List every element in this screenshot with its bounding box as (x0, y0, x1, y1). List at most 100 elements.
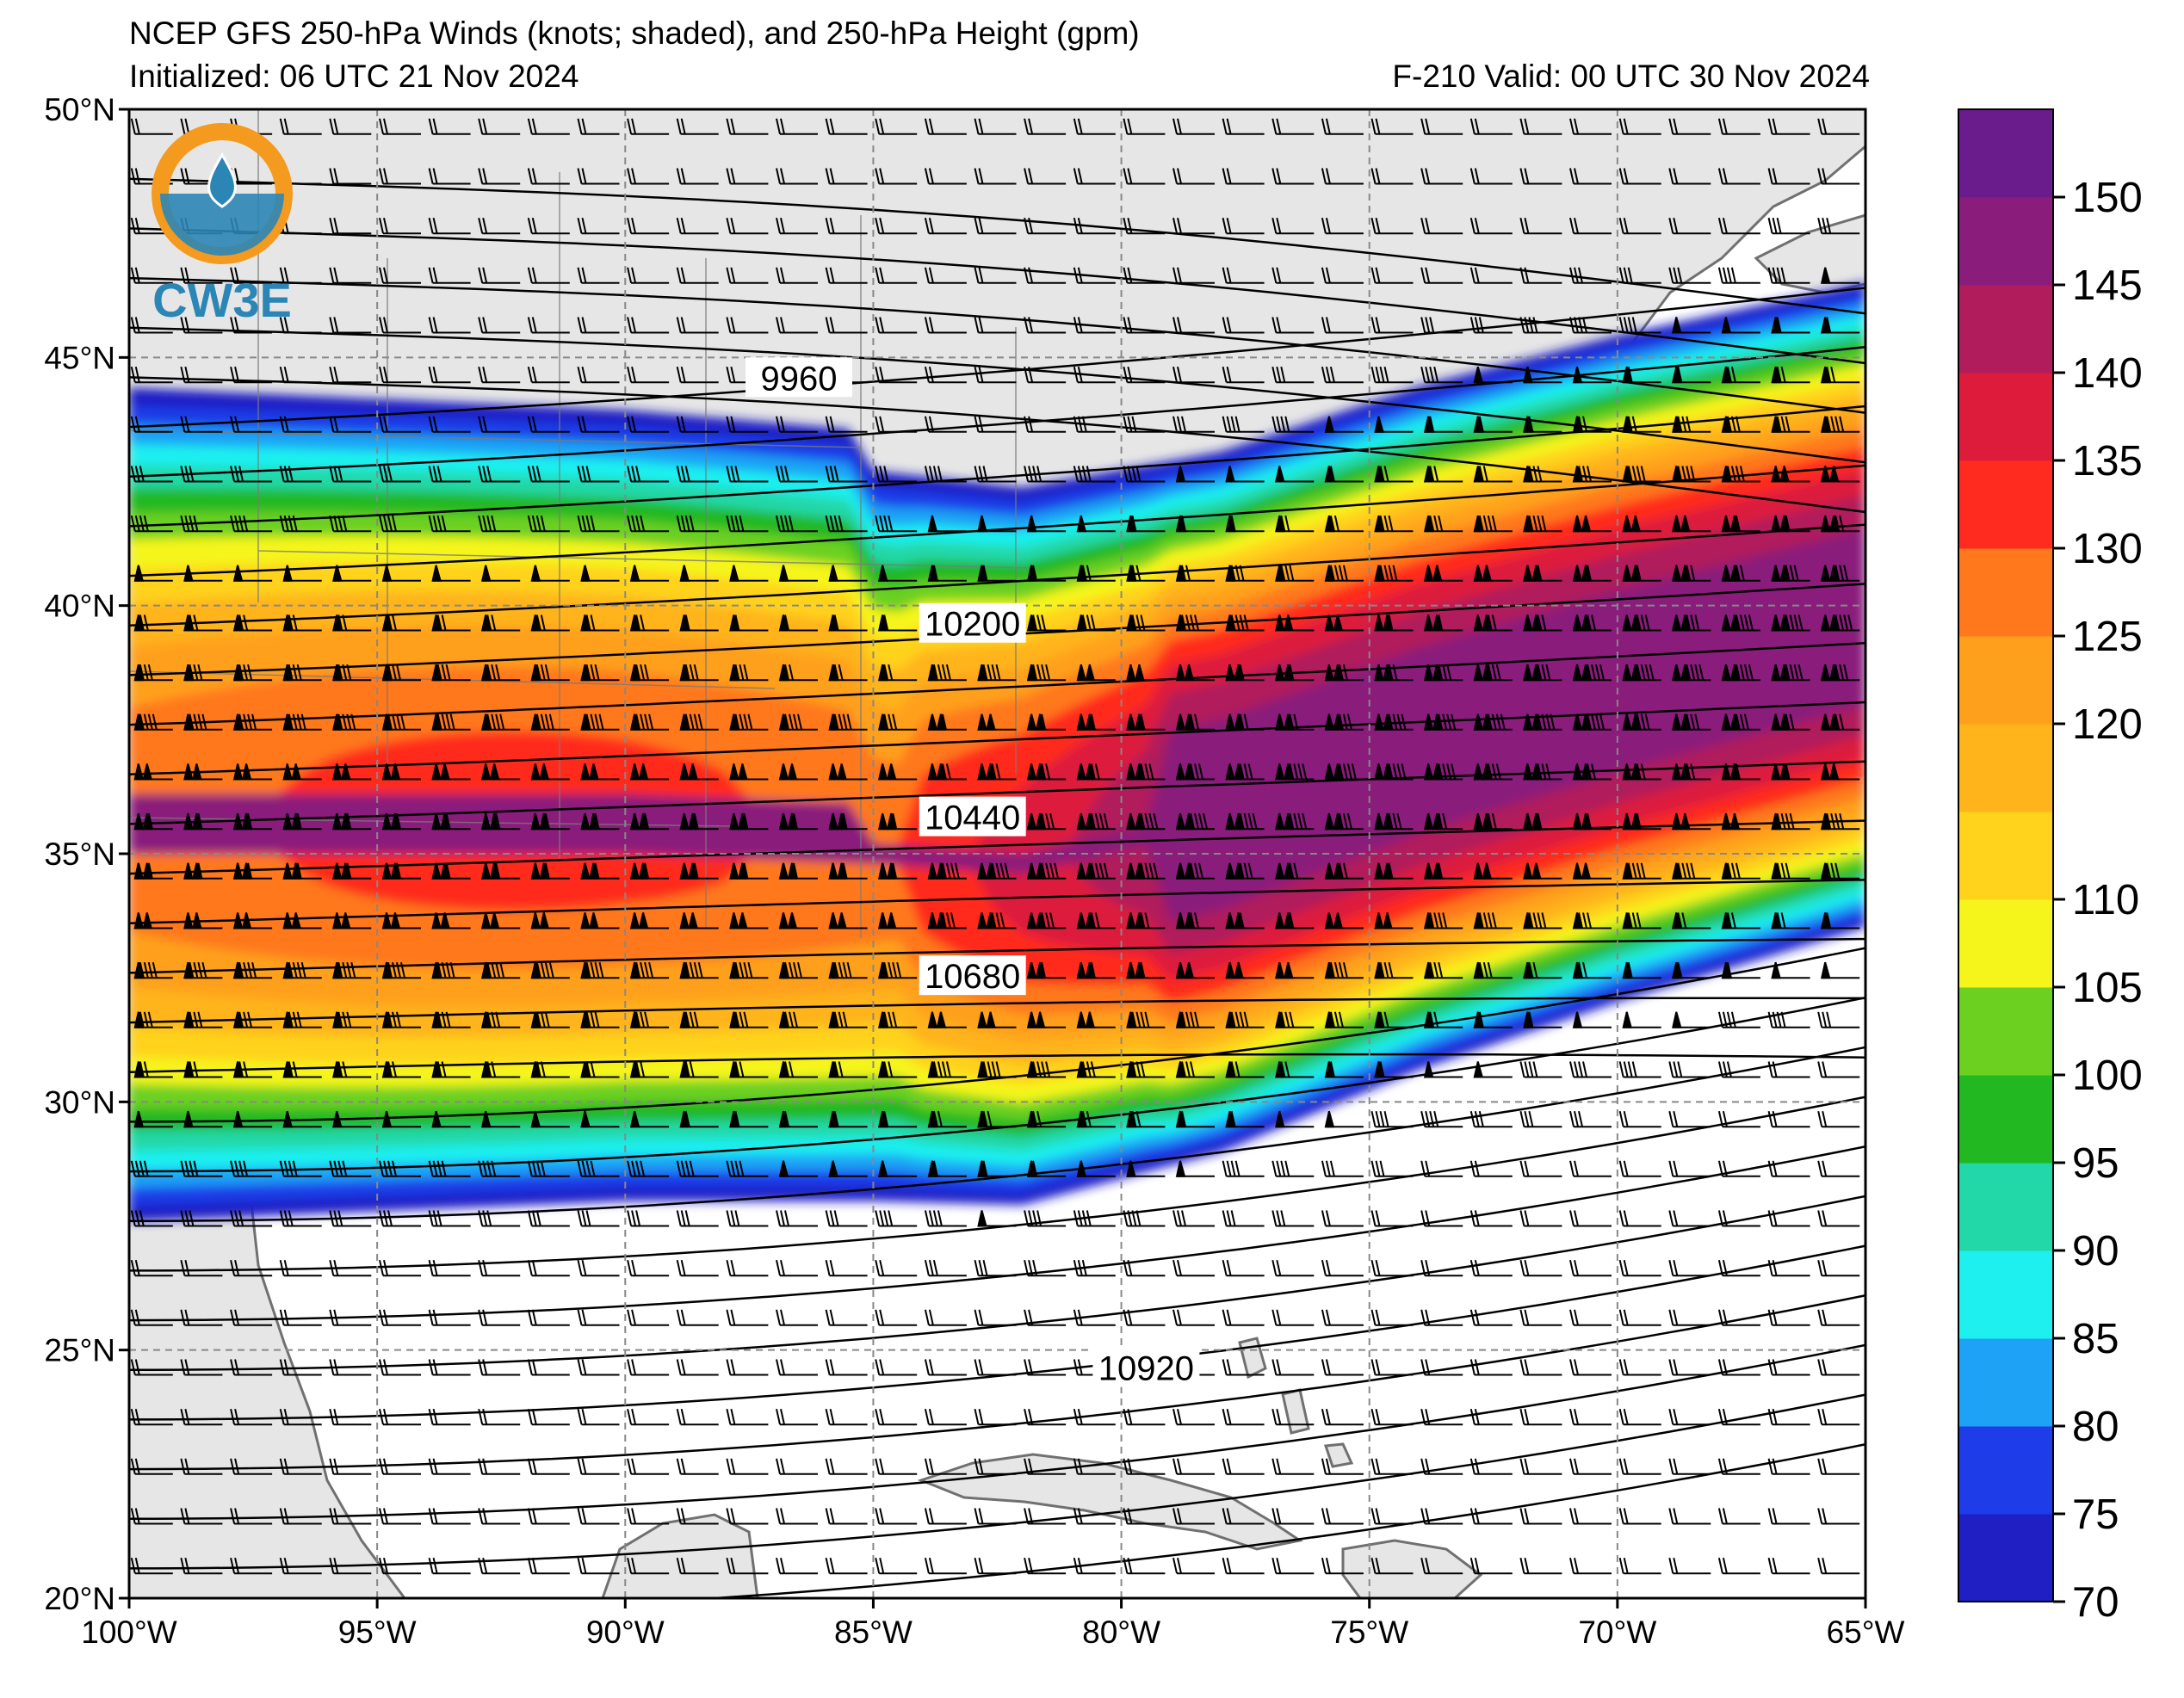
wind-barb (828, 565, 868, 582)
wind-barb (1672, 515, 1711, 533)
wind-barb (130, 1309, 173, 1326)
wind-barb (627, 1557, 670, 1575)
wind-barb (527, 1309, 570, 1326)
contour-label: 10200 (925, 606, 1020, 644)
wind-barb (1473, 961, 1513, 979)
wind-barb (875, 366, 918, 384)
wind-barb (1076, 713, 1116, 731)
wind-barb (828, 912, 868, 929)
wind-barb (1820, 862, 1860, 880)
wind-barb (679, 1011, 719, 1028)
wind-barb (1469, 1210, 1513, 1227)
wind-barb (1572, 416, 1612, 433)
wind-barb (726, 168, 769, 185)
wind-barb (133, 812, 173, 830)
wind-barb (230, 267, 273, 284)
wind-barb (1820, 466, 1860, 483)
wind-barb (1321, 1408, 1364, 1426)
wind-barb (130, 1259, 173, 1277)
wind-barb (1820, 713, 1860, 731)
contour-label: 10920 (1098, 1350, 1194, 1388)
wind-barb (877, 664, 918, 682)
wind-barb (1519, 1210, 1562, 1227)
wind-barb (679, 862, 719, 880)
wind-barb (679, 565, 719, 582)
wind-barb (1473, 416, 1513, 433)
wind-barb (1817, 1309, 1860, 1326)
wind-barb (329, 1259, 372, 1277)
wind-barb (726, 1309, 769, 1326)
wind-barb (577, 1557, 620, 1575)
wind-barb (431, 961, 471, 979)
wind-barb (776, 1408, 818, 1426)
wind-barb (580, 763, 620, 781)
wind-barb (1374, 416, 1414, 433)
wind-barb (875, 1508, 918, 1525)
wind-barb (875, 118, 918, 135)
wind-barb (279, 1309, 322, 1326)
wind-barb (580, 812, 620, 830)
wind-barb (1275, 664, 1315, 682)
wind-barb (1175, 614, 1215, 632)
colorbar-segment (1958, 636, 2053, 725)
wind-barb (478, 1210, 521, 1227)
wind-barb (1271, 1359, 1315, 1376)
wind-barb (1222, 118, 1265, 135)
wind-barb (924, 118, 967, 135)
wind-barb (825, 466, 868, 483)
wind-barb (1519, 168, 1562, 185)
wind-barb (332, 812, 372, 830)
wind-barb (726, 1557, 769, 1575)
yucatan-landmass (601, 1513, 759, 1598)
wind-barb (279, 1557, 322, 1575)
wind-barb (1569, 1557, 1612, 1575)
wind-barb (180, 366, 223, 384)
wind-barb (1374, 961, 1414, 979)
wind-barb (676, 317, 719, 334)
wind-barb (1271, 1557, 1315, 1575)
wind-barb (381, 763, 421, 781)
wind-barb (431, 664, 471, 682)
wind-barb (1321, 1160, 1364, 1177)
height-contour (129, 997, 1865, 1024)
wind-barb (577, 267, 620, 284)
wind-barb (1721, 466, 1760, 483)
wind-barb (1275, 812, 1315, 830)
wind-barb (1024, 317, 1067, 334)
wind-barb (1324, 416, 1364, 433)
wind-barb (1172, 1557, 1215, 1575)
wind-barb (133, 713, 173, 731)
wind-barb (1321, 1557, 1364, 1575)
wind-barb (1126, 515, 1166, 533)
wind-barb (1767, 1011, 1810, 1028)
wind-barb (1374, 515, 1414, 533)
wind-barb (282, 1011, 322, 1028)
wind-barb (627, 1309, 670, 1326)
wind-barb (778, 1110, 818, 1128)
wind-barb (1374, 614, 1414, 632)
wind-barb (279, 1160, 322, 1177)
wind-barb (729, 713, 769, 731)
wind-barb (1469, 168, 1513, 185)
wind-barb (1523, 466, 1562, 483)
wind-barb (1374, 713, 1414, 731)
wind-barb (629, 614, 670, 632)
colorbar-label: 90 (2072, 1228, 2119, 1275)
contour-label: 9960 (760, 360, 837, 398)
wind-barb (133, 763, 173, 781)
wind-barb (1172, 317, 1215, 334)
wind-barb (230, 515, 273, 533)
wind-barb (776, 1359, 818, 1376)
wind-barb (676, 366, 719, 384)
wind-barb (1771, 763, 1810, 781)
wind-barb (279, 1259, 322, 1277)
cuba-island (917, 1453, 1303, 1551)
wind-barb (1771, 317, 1810, 334)
wind-barb (279, 1408, 322, 1426)
lat-tick-label: 30°N (44, 1084, 115, 1120)
wind-barb (1324, 614, 1364, 632)
wind-barb (1519, 1110, 1562, 1128)
wind-barb (726, 1259, 769, 1277)
wind-barb (825, 1408, 868, 1426)
wind-barb (1622, 515, 1661, 533)
